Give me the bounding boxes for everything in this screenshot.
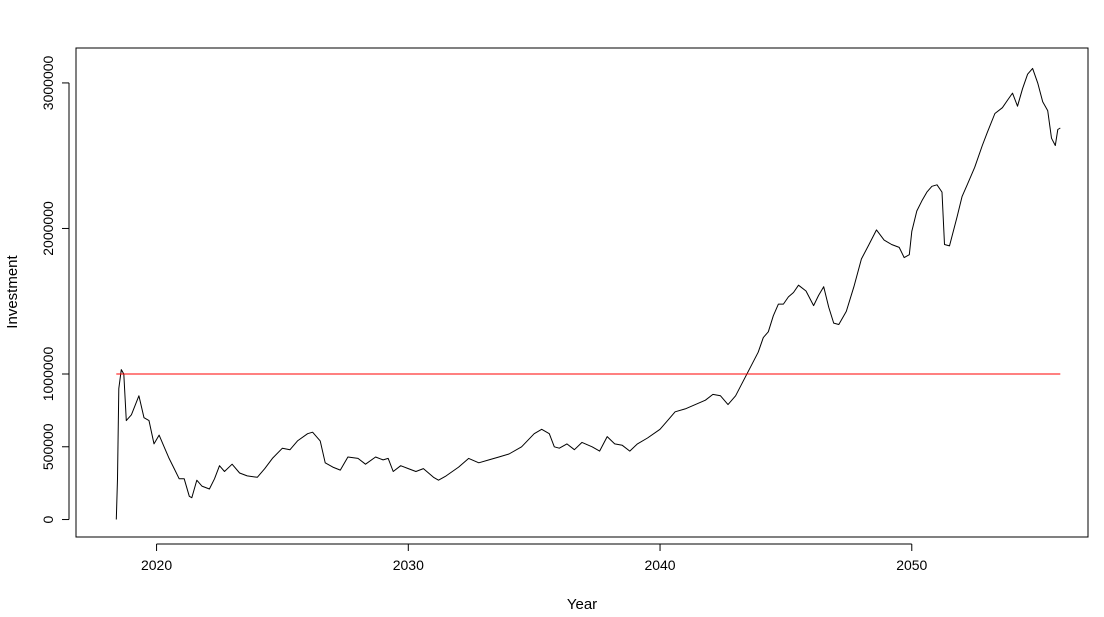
y-tick-label: 3000000 [40,55,56,110]
y-axis-title: Investment [4,254,21,328]
y-tick-label: 0 [40,515,56,523]
x-tick-label: 2030 [393,557,424,573]
x-tick-label: 2050 [896,557,927,573]
y-tick-label: 500000 [40,423,56,470]
plot-frame [75,47,1089,538]
y-tick-label: 2000000 [40,201,56,256]
x-axis-title: Year [567,596,597,613]
y-axis: 0 500000 1000000 2000000 3000000 [40,55,70,523]
x-axis: 2020 2030 2040 2050 [141,543,928,573]
x-tick-label: 2020 [141,557,172,573]
series-layer [115,67,1061,520]
x-tick-label: 2040 [644,557,675,573]
y-tick-label: 1000000 [40,347,56,402]
investment-series-line [115,67,1061,520]
